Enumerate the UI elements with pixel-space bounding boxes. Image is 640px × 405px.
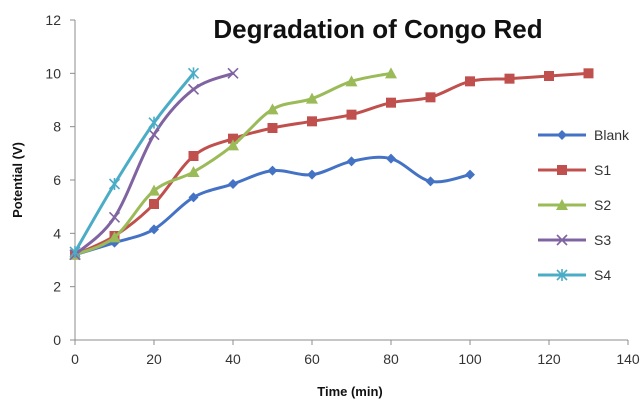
data-point-blank bbox=[425, 176, 436, 187]
data-point-s1 bbox=[346, 109, 357, 120]
data-point-s3 bbox=[187, 83, 200, 95]
data-point-s3 bbox=[227, 67, 239, 79]
data-point-s1 bbox=[504, 73, 515, 84]
data-point-s2 bbox=[187, 166, 200, 177]
x-tick-label: 40 bbox=[225, 351, 241, 367]
legend-label-s1: S1 bbox=[594, 162, 611, 178]
legend-item-blank: Blank bbox=[538, 127, 630, 143]
data-point-s2 bbox=[108, 231, 121, 243]
data-point-s4 bbox=[187, 67, 200, 80]
data-point-s1 bbox=[544, 71, 554, 81]
data-point-s2 bbox=[266, 103, 279, 115]
x-tick-label: 60 bbox=[304, 351, 320, 367]
data-point-s2 bbox=[345, 75, 358, 87]
data-point-s4 bbox=[69, 246, 81, 258]
y-tick-label: 8 bbox=[53, 119, 61, 135]
legend-marker-s2 bbox=[556, 199, 568, 210]
data-point-s1 bbox=[465, 76, 475, 87]
data-point-s3 bbox=[148, 129, 160, 141]
y-tick-label: 12 bbox=[45, 12, 61, 28]
data-point-s2 bbox=[306, 92, 318, 104]
legend-label-blank: Blank bbox=[594, 127, 630, 143]
data-point-blank bbox=[386, 153, 396, 164]
y-tick-label: 2 bbox=[53, 279, 61, 295]
y-axis-title: Potential (V) bbox=[10, 142, 25, 218]
data-point-s1 bbox=[386, 97, 396, 108]
y-tick-label: 4 bbox=[53, 225, 61, 241]
chart-title: Degradation of Congo Red bbox=[213, 14, 542, 44]
legend-item-s3: S3 bbox=[538, 232, 611, 248]
legend-item-s4: S4 bbox=[538, 267, 611, 283]
data-point-s2 bbox=[385, 67, 397, 79]
y-tick-label: 10 bbox=[45, 65, 61, 81]
x-tick-label: 120 bbox=[537, 351, 561, 367]
data-point-s2 bbox=[148, 184, 160, 196]
legend-item-s2: S2 bbox=[538, 197, 611, 213]
y-tick-label: 6 bbox=[53, 172, 61, 188]
x-tick-label: 140 bbox=[616, 351, 640, 367]
data-point-s1 bbox=[228, 133, 238, 144]
legend-item-s1: S1 bbox=[538, 162, 611, 178]
data-point-s1 bbox=[307, 116, 317, 127]
series-layer bbox=[69, 67, 594, 261]
data-point-blank bbox=[228, 179, 238, 189]
data-point-blank bbox=[267, 165, 278, 176]
series-line-s4 bbox=[73, 71, 195, 254]
x-tick-label: 0 bbox=[71, 351, 79, 367]
legend-label-s3: S3 bbox=[594, 232, 611, 248]
x-tick-label: 80 bbox=[383, 351, 399, 367]
data-point-s2 bbox=[227, 139, 239, 151]
series-s2 bbox=[69, 67, 397, 260]
data-point-blank bbox=[465, 169, 475, 180]
legend-label-s2: S2 bbox=[594, 197, 611, 213]
data-point-blank bbox=[346, 156, 357, 167]
legend-marker-s3 bbox=[556, 234, 568, 246]
data-point-s1 bbox=[267, 123, 278, 133]
data-point-s1 bbox=[583, 68, 594, 79]
data-point-s1 bbox=[425, 92, 436, 103]
x-axis-title: Time (min) bbox=[317, 384, 383, 399]
data-point-s4 bbox=[108, 178, 121, 190]
legend-label-s4: S4 bbox=[594, 267, 611, 283]
data-point-blank bbox=[307, 169, 317, 180]
legend: Blank S1 S2 S3 S4 bbox=[538, 127, 630, 283]
series-blank bbox=[70, 153, 475, 260]
series-s3 bbox=[69, 67, 239, 261]
data-point-blank bbox=[149, 224, 159, 235]
legend-marker-s4 bbox=[556, 269, 568, 281]
legend-marker-blank bbox=[557, 130, 567, 140]
legend-marker-s1 bbox=[557, 165, 567, 175]
x-tick-label: 100 bbox=[458, 351, 482, 367]
data-point-s4 bbox=[148, 116, 160, 129]
data-point-s3 bbox=[108, 211, 121, 223]
data-point-s1 bbox=[188, 151, 199, 161]
data-point-s1 bbox=[149, 199, 159, 209]
x-tick-label: 20 bbox=[146, 351, 162, 367]
y-tick-label: 0 bbox=[53, 332, 61, 348]
series-s4 bbox=[69, 67, 200, 258]
data-point-blank bbox=[188, 192, 199, 203]
